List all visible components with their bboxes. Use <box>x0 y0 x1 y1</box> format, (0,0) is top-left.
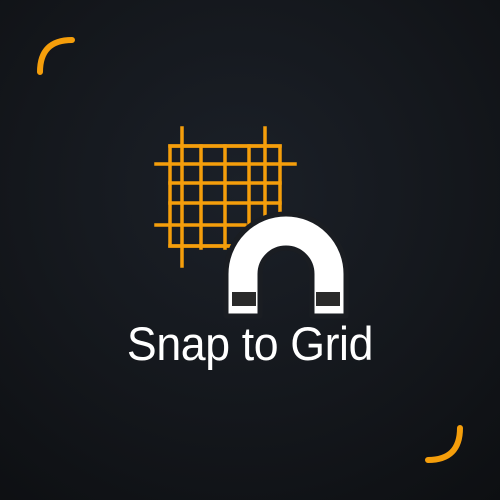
grid-icon <box>154 126 297 268</box>
tile-label: Snap to Grid <box>126 317 374 370</box>
frame-corner-top-left <box>37 37 205 200</box>
frame-corner-bottom-right <box>295 295 463 463</box>
magnet-icon <box>223 211 349 319</box>
